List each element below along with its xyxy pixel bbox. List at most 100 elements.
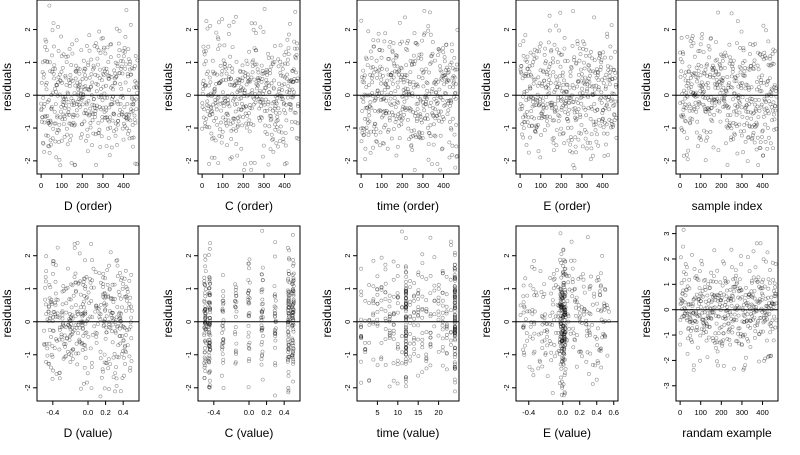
- data-point: [769, 353, 774, 358]
- data-point: [558, 337, 562, 342]
- data-point: [686, 81, 690, 86]
- data-point: [247, 266, 251, 271]
- data-point: [565, 274, 569, 279]
- data-point: [598, 293, 602, 298]
- data-point: [773, 294, 778, 299]
- data-point: [445, 112, 450, 117]
- data-point: [134, 80, 139, 85]
- data-point: [691, 302, 695, 307]
- data-point: [362, 92, 367, 97]
- data-point: [232, 82, 237, 87]
- data-point: [764, 304, 769, 308]
- data-point: [61, 112, 66, 117]
- data-point: [403, 236, 408, 240]
- data-point: [234, 294, 239, 298]
- data-point: [399, 122, 404, 127]
- data-point: [226, 118, 231, 123]
- data-point: [290, 323, 295, 328]
- data-point: [384, 82, 389, 87]
- data-point: [292, 46, 297, 51]
- data-point: [103, 336, 108, 341]
- data-point: [558, 381, 562, 386]
- data-point: [539, 116, 544, 121]
- data-point: [367, 119, 372, 124]
- data-point: [444, 332, 449, 337]
- y-tick-label: -2: [23, 158, 32, 165]
- data-point: [79, 386, 83, 391]
- data-point: [742, 129, 746, 134]
- data-point: [207, 345, 212, 350]
- data-point: [71, 120, 76, 125]
- data-point: [722, 276, 727, 281]
- data-point: [51, 368, 56, 373]
- data-point: [358, 359, 363, 364]
- data-point: [291, 327, 296, 332]
- y-tick-label: 0: [343, 320, 352, 324]
- data-point: [733, 103, 738, 108]
- data-point: [561, 334, 566, 339]
- data-point: [593, 128, 598, 132]
- data-point: [204, 117, 209, 121]
- data-point: [428, 312, 433, 317]
- data-point: [209, 110, 213, 114]
- data-point: [753, 265, 758, 270]
- data-point: [749, 85, 754, 90]
- data-point: [390, 71, 395, 75]
- data-point: [98, 67, 103, 72]
- data-point: [526, 97, 531, 101]
- data-point: [209, 94, 214, 99]
- data-point: [746, 339, 751, 344]
- data-point: [391, 322, 396, 327]
- data-point: [761, 80, 766, 85]
- data-point: [561, 283, 566, 288]
- data-point: [47, 122, 52, 127]
- data-point: [694, 320, 699, 325]
- data-point: [110, 282, 115, 287]
- data-point: [99, 134, 104, 139]
- data-point: [230, 45, 235, 50]
- data-point: [410, 148, 415, 152]
- data-point: [539, 111, 544, 116]
- data-point: [100, 78, 104, 83]
- data-point: [696, 278, 701, 283]
- data-point: [123, 362, 128, 366]
- data-point: [594, 336, 599, 341]
- data-point: [83, 343, 87, 348]
- y-axis-label: residuals: [639, 289, 653, 337]
- data-point: [742, 320, 747, 324]
- data-point: [551, 286, 556, 291]
- data-point: [46, 305, 51, 310]
- data-point: [718, 91, 723, 96]
- data-point: [105, 115, 109, 120]
- data-point: [93, 309, 98, 314]
- data-point: [744, 301, 749, 306]
- data-point: [102, 301, 107, 306]
- data-point: [105, 282, 110, 287]
- data-point: [125, 328, 130, 333]
- y-tick-label: 0: [23, 93, 32, 97]
- data-point: [89, 386, 94, 391]
- data-point: [55, 245, 60, 250]
- data-point: [107, 387, 111, 391]
- data-point: [76, 83, 81, 88]
- data-point: [722, 99, 727, 103]
- data-point: [685, 351, 690, 356]
- data-point: [745, 312, 750, 317]
- data-point: [562, 141, 567, 146]
- data-point: [605, 306, 610, 310]
- data-point: [394, 70, 399, 74]
- data-point: [289, 78, 294, 82]
- data-point: [221, 104, 226, 109]
- data-point: [403, 305, 408, 310]
- data-point: [84, 274, 89, 279]
- data-point: [595, 343, 600, 348]
- y-tick-label: -1: [184, 351, 193, 358]
- data-point: [272, 308, 277, 313]
- data-point: [701, 317, 706, 322]
- data-point: [416, 308, 421, 313]
- data-point: [62, 333, 67, 338]
- data-point: [291, 351, 296, 356]
- data-point: [421, 71, 426, 75]
- data-point: [585, 89, 589, 94]
- data-point: [391, 277, 396, 282]
